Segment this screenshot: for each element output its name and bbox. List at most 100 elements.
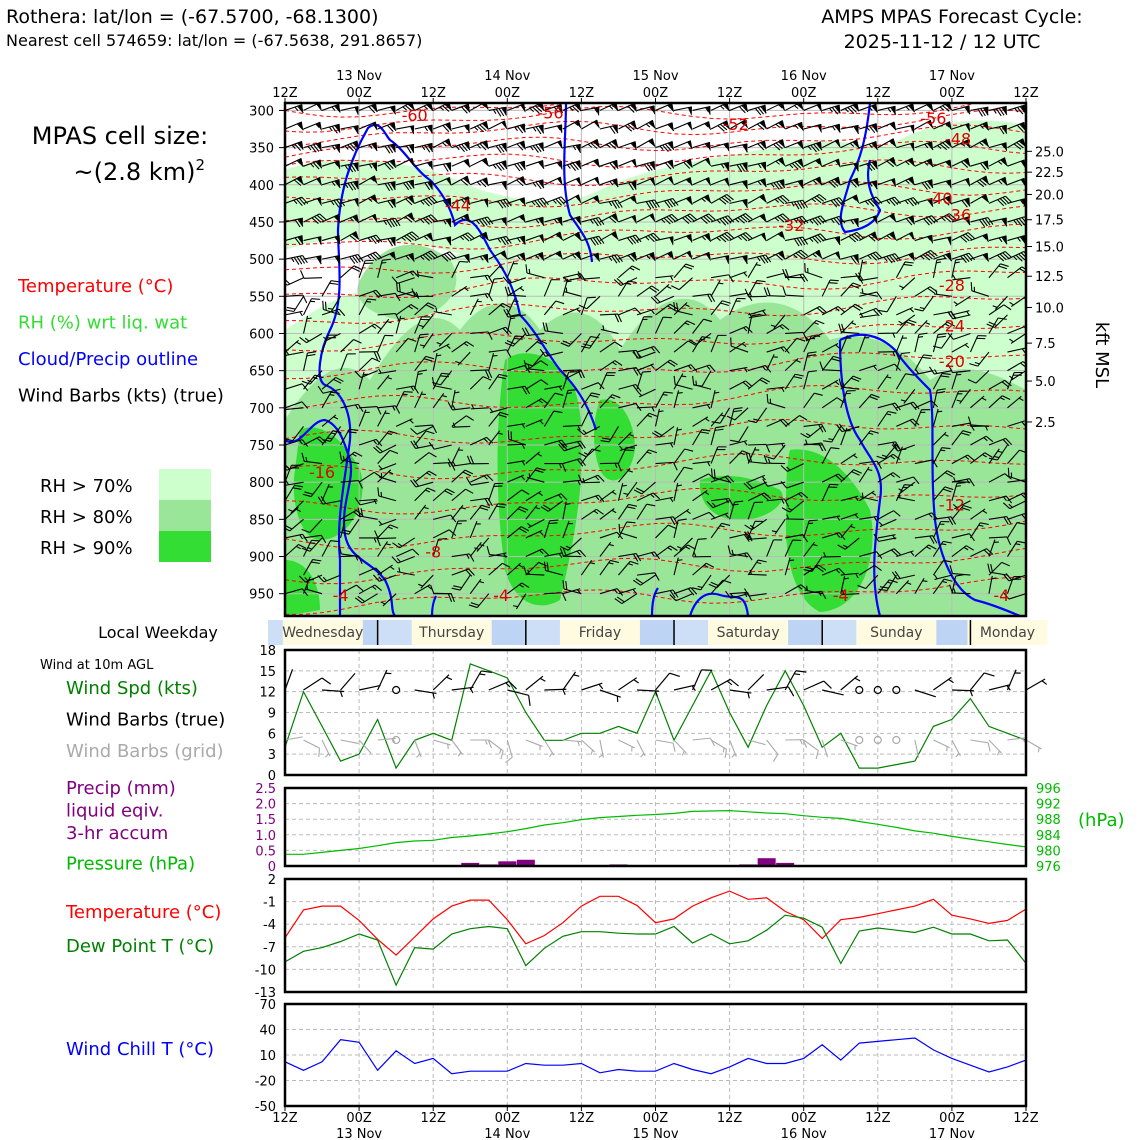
rh90-patch-2: [497, 353, 583, 606]
profile-wind-barb: [692, 574, 712, 591]
profile-wind-barb: [285, 235, 304, 246]
profile-wind-barb: [523, 360, 545, 372]
profile-wind-barb: [395, 548, 420, 558]
wind-barb-true: [469, 670, 492, 691]
profile-wind-barb: [544, 552, 563, 558]
profile-wind-barb: [877, 121, 897, 131]
profile-wind-barb: [766, 120, 786, 130]
wind-barb-true: [358, 684, 381, 691]
profile-wind-barb: [730, 426, 749, 443]
profile-wind-barb: [617, 483, 627, 501]
profile-wind-barb: [599, 231, 619, 242]
profile-wind-barb: [507, 252, 527, 262]
profile-wind-barb: [784, 158, 804, 170]
profile-wind-barb: [710, 120, 730, 132]
profile-wind-barb: [414, 160, 433, 170]
profile-wind-barb: [377, 251, 396, 261]
profile-wind-barb: [988, 444, 1008, 461]
profile-wind-barb: [800, 425, 823, 439]
profile-wind-barb: [636, 316, 653, 334]
profile-wind-barb: [392, 537, 415, 549]
weekday-name: Saturday: [717, 625, 780, 641]
profile-wind-barb: [414, 355, 435, 371]
panel-frame: [283, 786, 1028, 868]
panel-y-tick-label: -50: [255, 1100, 276, 1115]
profile-wind-barb: [599, 341, 623, 353]
profile-wind-barb: [525, 251, 545, 261]
profile-wind-barb: [525, 197, 549, 208]
profile-wind-barb: [633, 481, 656, 495]
profile-wind-barb: [988, 575, 997, 594]
profile-wind-barb: [914, 197, 934, 207]
temperature-contour-label: -36: [945, 206, 971, 225]
profile-wind-barb: [840, 231, 864, 243]
wind-barb-grid: [488, 739, 504, 760]
profile-wind-barb: [655, 159, 675, 170]
profile-wind-barb: [840, 103, 860, 114]
profile-wind-barb: [727, 545, 749, 558]
top-time-tick-label: 12Z: [569, 86, 595, 101]
panel-y-tick-label: 2.5: [255, 782, 276, 797]
profile-wind-barb: [581, 158, 601, 168]
temp-panel-labels: Temperature (°C) Dew Point T (°C): [65, 902, 221, 957]
profile-wind-barb: [692, 489, 710, 502]
profile-wind-barb: [447, 401, 471, 411]
profile-wind-barb: [303, 255, 322, 265]
profile-wind-barb: [357, 507, 378, 520]
profile-wind-barb: [969, 351, 990, 367]
profile-wind-barb: [636, 213, 656, 223]
profile-wind-barb: [303, 159, 323, 170]
kft-tick-label: 7.5: [1035, 337, 1056, 352]
profile-wind-barb: [488, 180, 508, 190]
profile-wind-barb: [303, 559, 322, 576]
profile-wind-barb: [821, 483, 839, 501]
pressure-tick-label: 900: [249, 551, 274, 566]
profile-wind-barb: [285, 574, 286, 584]
panel-y-tick-label: 0: [268, 860, 276, 875]
top-time-tick-label: 00Z: [495, 86, 521, 101]
cell-size-line1: MPAS cell size:: [32, 122, 208, 150]
profile-wind-barb: [636, 572, 660, 581]
profile-wind-barb: [771, 519, 786, 535]
profile-wind-barb: [544, 592, 567, 602]
profile-wind-barb: [784, 373, 804, 390]
profile-wind-barb: [525, 504, 541, 520]
profile-wind-barb: [877, 332, 896, 338]
profile-wind-barb: [451, 447, 464, 464]
profile-wind-barb: [747, 178, 767, 188]
profile-wind-barb: [877, 374, 892, 390]
wind-barb-grid: [747, 739, 766, 746]
wind-barb-true: [710, 678, 739, 691]
profile-wind-barb: [770, 314, 786, 330]
profile-wind-barb: [358, 213, 378, 223]
profile-wind-barb: [304, 584, 323, 595]
profile-wind-barb: [433, 122, 452, 133]
kft-msl-label: kft MSL: [1091, 322, 1112, 388]
profile-wind-barb: [507, 385, 531, 395]
profile-wind-barb: [617, 280, 637, 297]
temperature-contour: [285, 246, 1026, 274]
temp-panel-label: Dew Point T (°C): [66, 936, 214, 957]
profile-wind-barb: [988, 105, 1008, 117]
profile-wind-barb: [562, 119, 582, 130]
profile-wind-barb: [377, 564, 395, 576]
profile-wind-barb: [559, 547, 582, 558]
profile-wind-barb: [395, 270, 420, 279]
profile-wind-barb: [599, 541, 614, 557]
profile-wind-barb: [358, 357, 381, 372]
profile-wind-barb: [340, 339, 362, 353]
profile-wind-barb: [933, 159, 952, 169]
profile-wind-barb: [391, 276, 415, 284]
profile-wind-barb: [673, 106, 692, 116]
profile-wind-barb: [507, 197, 526, 207]
profile-wind-barb: [710, 274, 734, 283]
wind-barb-grid: [655, 739, 676, 752]
profile-wind-barb: [914, 295, 934, 312]
kft-tick-label: 12.5: [1035, 270, 1064, 285]
profile-wind-barb: [543, 392, 564, 409]
profile-wind-barb: [340, 265, 363, 279]
kft-tick-label: 15.0: [1035, 240, 1064, 255]
temperature-contour: [285, 103, 980, 133]
profile-wind-barb: [803, 519, 818, 539]
